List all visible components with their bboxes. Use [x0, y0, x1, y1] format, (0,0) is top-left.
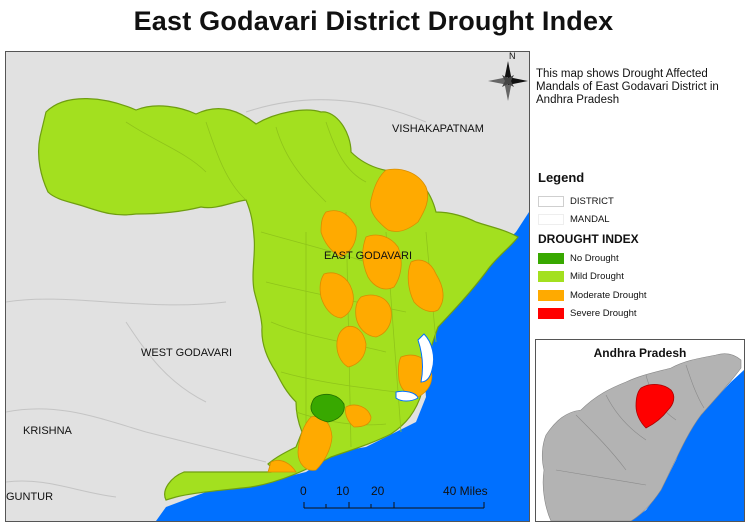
- inset-east-godavari-highlight: [635, 384, 675, 429]
- mild-drought-swatch: [538, 270, 564, 282]
- legend-item-mild-drought: Mild Drought: [538, 269, 624, 283]
- legend-item-district: DISTRICT: [538, 194, 614, 208]
- legend-label-no-drought: No Drought: [570, 252, 619, 264]
- legend-item-no-drought: No Drought: [538, 251, 619, 265]
- scale-tick-0: 0: [300, 484, 307, 498]
- label-krishna: KRISHNA: [23, 425, 72, 437]
- inset-map-svg: [536, 340, 744, 521]
- label-guntur: GUNTUR: [6, 491, 54, 503]
- legend-title: Legend: [538, 170, 585, 185]
- north-label: N: [509, 51, 516, 61]
- label-vishakapatnam: VISHAKAPATNAM: [392, 123, 484, 135]
- drought-index-title: DROUGHT INDEX: [538, 232, 639, 246]
- map-description: This map shows Drought Affected Mandals …: [536, 68, 719, 106]
- legend-label-mandal: MANDAL: [570, 213, 610, 225]
- severe-drought-swatch: [538, 307, 564, 319]
- no-drought-mandal: [310, 393, 345, 423]
- inset-andhra-pradesh: [541, 353, 742, 521]
- legend-item-severe-drought: Severe Drought: [538, 306, 637, 320]
- legend-item-mandal: MANDAL: [538, 212, 610, 226]
- river-mouth: [395, 390, 419, 402]
- legend-item-moderate-drought: Moderate Drought: [538, 288, 647, 302]
- mandal-swatch: [538, 213, 564, 225]
- inset-sea: [631, 370, 744, 521]
- label-west-godavari: WEST GODAVARI: [141, 347, 233, 359]
- legend-label-mild-drought: Mild Drought: [570, 270, 624, 282]
- label-east-godavari: EAST GODAVARI: [324, 250, 413, 262]
- scale-bar: [303, 502, 485, 509]
- legend-label-severe-drought: Severe Drought: [570, 307, 637, 319]
- scale-tick-10: 10: [336, 484, 350, 498]
- sea: [156, 212, 529, 521]
- district-swatch: [538, 195, 564, 207]
- neighbor-boundaries: [6, 99, 427, 498]
- scale-tick-40-miles: 40 Miles: [443, 484, 488, 498]
- coastal-lagoon: [417, 333, 435, 383]
- map-title: East Godavari District Drought Index: [133, 6, 614, 36]
- north-arrow-icon: [488, 61, 528, 101]
- moderate-drought-swatch: [538, 289, 564, 301]
- no-drought-swatch: [538, 252, 564, 264]
- moderate-drought-mandals: [267, 168, 444, 473]
- main-map: N VISHAKAPATNAM EAST GODAVARI WEST GODAV…: [5, 51, 530, 522]
- main-map-svg: [6, 52, 529, 521]
- scale-tick-20: 20: [371, 484, 385, 498]
- inset-title: Andhra Pradesh: [593, 346, 687, 360]
- legend-label-moderate-drought: Moderate Drought: [570, 289, 647, 301]
- legend-label-district: DISTRICT: [570, 195, 614, 207]
- inset-map: Andhra Pradesh: [535, 339, 745, 522]
